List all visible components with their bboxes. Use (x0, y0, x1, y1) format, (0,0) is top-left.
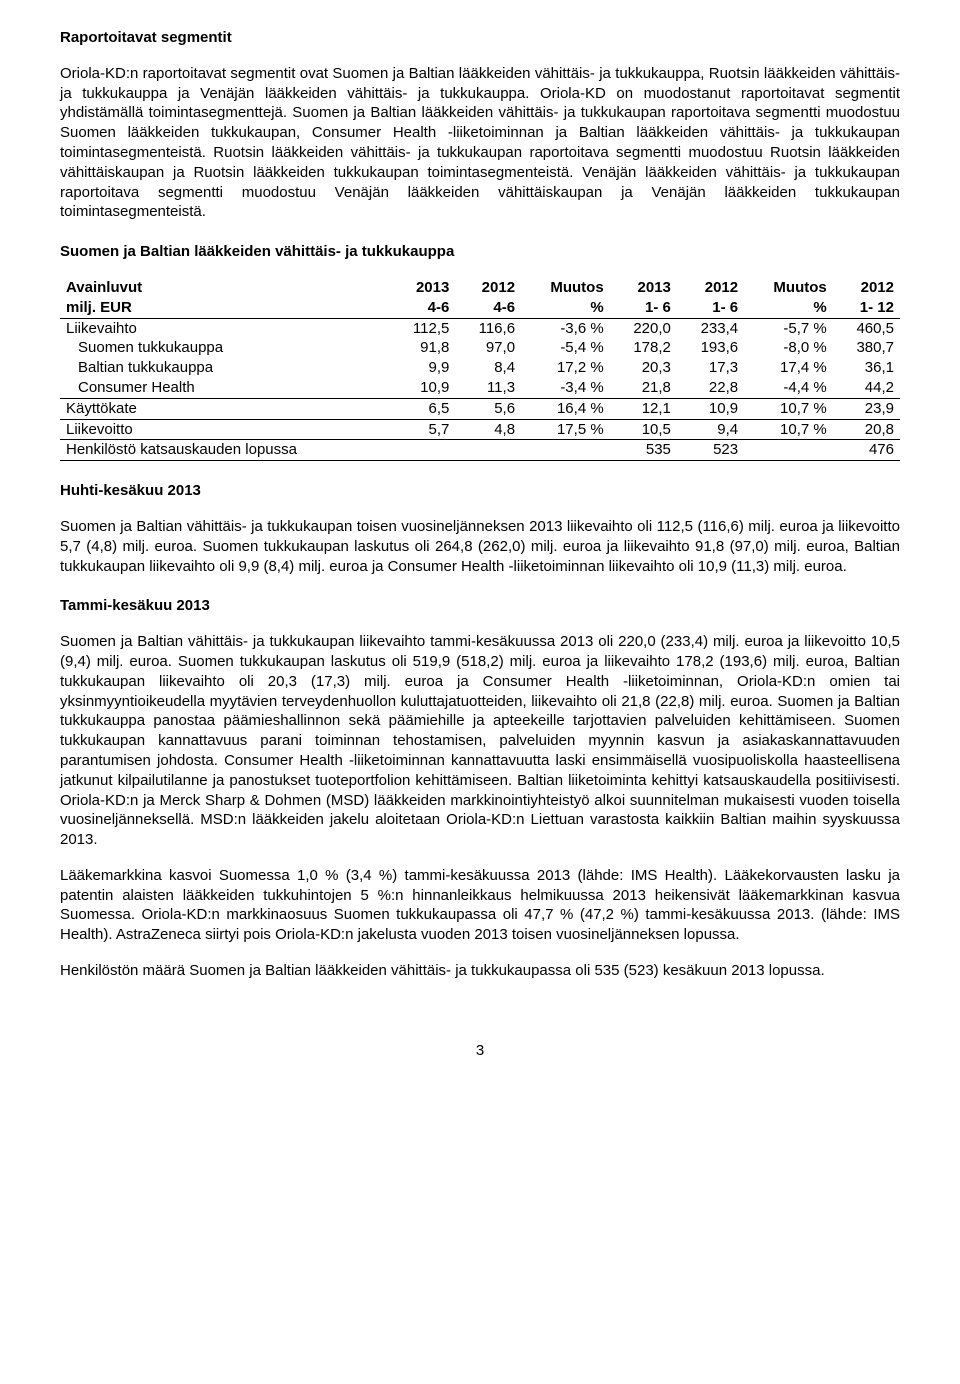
table-header-cell: 4-6 (455, 298, 521, 318)
table-header-cell: 2012 (677, 278, 744, 298)
table-header-row-1: Avainluvut 2013 2012 Muutos 2013 2012 Mu… (60, 278, 900, 298)
section-heading-3: Tammi-kesäkuu 2013 (60, 596, 900, 616)
table-cell: 11,3 (455, 378, 521, 398)
table-cell: 20,3 (610, 358, 677, 378)
table-cell: 10,7 % (744, 398, 833, 419)
table-cell: 193,6 (677, 338, 744, 358)
table-cell: 16,4 % (521, 398, 610, 419)
table-row: Henkilöstö katsauskauden lopussa 535523 47… (60, 440, 900, 461)
table-header-cell: Muutos (744, 278, 833, 298)
table-cell: 6,5 (390, 398, 456, 419)
table-cell: 10,9 (677, 398, 744, 419)
table-cell: 178,2 (610, 338, 677, 358)
table-cell: 9,9 (390, 358, 456, 378)
table-cell: 523 (677, 440, 744, 461)
table-cell: 21,8 (610, 378, 677, 398)
table-cell: 233,4 (677, 318, 744, 338)
table-cell: 17,2 % (521, 358, 610, 378)
table-cell: 17,4 % (744, 358, 833, 378)
key-figures-table: Avainluvut 2013 2012 Muutos 2013 2012 Mu… (60, 278, 900, 461)
table-cell: 23,9 (833, 398, 900, 419)
table-header-cell: 2012 (833, 278, 900, 298)
table-cell: 476 (833, 440, 900, 461)
table-cell: 10,5 (610, 419, 677, 440)
table-cell: 9,4 (677, 419, 744, 440)
table-row: Liikevaihto112,5116,6-3,6 %220,0233,4-5,… (60, 318, 900, 338)
table-cell-label: Henkilöstö katsauskauden lopussa (60, 440, 390, 461)
section-2-body: Suomen ja Baltian vähittäis- ja tukkukau… (60, 517, 900, 576)
table-cell: 44,2 (833, 378, 900, 398)
table-header-cell: 1- 6 (677, 298, 744, 318)
table-cell: 12,1 (610, 398, 677, 419)
table-header-cell: 2012 (455, 278, 521, 298)
table-cell (521, 440, 610, 461)
table-row: Liikevoitto5,74,817,5 %10,59,410,7 %20,8 (60, 419, 900, 440)
table-cell: 22,8 (677, 378, 744, 398)
table-row: Käyttökate6,55,616,4 %12,110,910,7 %23,9 (60, 398, 900, 419)
table-header-cell: milj. EUR (60, 298, 390, 318)
table-cell: 20,8 (833, 419, 900, 440)
table-cell-label: Suomen tukkukauppa (60, 338, 390, 358)
table-header-row-2: milj. EUR 4-6 4-6 % 1- 6 1- 6 % 1- 12 (60, 298, 900, 318)
table-cell: 36,1 (833, 358, 900, 378)
table-header-cell: 1- 12 (833, 298, 900, 318)
section-heading-2: Huhti-kesäkuu 2013 (60, 481, 900, 501)
table-cell: -3,6 % (521, 318, 610, 338)
table-cell: 4,8 (455, 419, 521, 440)
table-header-cell: 1- 6 (610, 298, 677, 318)
table-cell: 91,8 (390, 338, 456, 358)
section-3-body-1: Suomen ja Baltian vähittäis- ja tukkukau… (60, 632, 900, 850)
table-cell-label: Liikevoitto (60, 419, 390, 440)
table-cell: 10,9 (390, 378, 456, 398)
table-row: Suomen tukkukauppa91,897,0-5,4 %178,2193… (60, 338, 900, 358)
table-cell: -5,7 % (744, 318, 833, 338)
table-cell: 17,3 (677, 358, 744, 378)
table-cell: 116,6 (455, 318, 521, 338)
table-cell: 97,0 (455, 338, 521, 358)
table-header-cell: Avainluvut (60, 278, 390, 298)
page-title: Raportoitavat segmentit (60, 28, 900, 48)
table-cell-label: Käyttökate (60, 398, 390, 419)
table-row: Consumer Health10,911,3-3,4 %21,822,8-4,… (60, 378, 900, 398)
table-header-cell: % (744, 298, 833, 318)
table-cell: 10,7 % (744, 419, 833, 440)
table-cell: 17,5 % (521, 419, 610, 440)
table-cell: 8,4 (455, 358, 521, 378)
table-cell: -3,4 % (521, 378, 610, 398)
table-cell: 460,5 (833, 318, 900, 338)
table-cell-label: Baltian tukkukauppa (60, 358, 390, 378)
table-header-cell: 2013 (390, 278, 456, 298)
section-3-body-2: Lääkemarkkina kasvoi Suomessa 1,0 % (3,4… (60, 866, 900, 945)
table-cell: 380,7 (833, 338, 900, 358)
table-header-cell: % (521, 298, 610, 318)
table-cell: 5,6 (455, 398, 521, 419)
table-cell: 220,0 (610, 318, 677, 338)
section-3-body-3: Henkilöstön määrä Suomen ja Baltian lääk… (60, 961, 900, 981)
page-number: 3 (60, 1041, 900, 1061)
table-cell: -8,0 % (744, 338, 833, 358)
table-cell: -4,4 % (744, 378, 833, 398)
table-cell: 112,5 (390, 318, 456, 338)
table-cell-label: Consumer Health (60, 378, 390, 398)
section-heading-1: Suomen ja Baltian lääkkeiden vähittäis- … (60, 242, 900, 262)
table-row: Baltian tukkukauppa9,98,417,2 %20,317,31… (60, 358, 900, 378)
table-header-cell: 2013 (610, 278, 677, 298)
table-header-cell: 4-6 (390, 298, 456, 318)
table-cell-label: Liikevaihto (60, 318, 390, 338)
table-cell: -5,4 % (521, 338, 610, 358)
intro-paragraph: Oriola-KD:n raportoitavat segmentit ovat… (60, 64, 900, 222)
table-header-cell: Muutos (521, 278, 610, 298)
table-cell (390, 440, 456, 461)
table-cell (744, 440, 833, 461)
table-cell: 535 (610, 440, 677, 461)
table-cell: 5,7 (390, 419, 456, 440)
table-cell (455, 440, 521, 461)
